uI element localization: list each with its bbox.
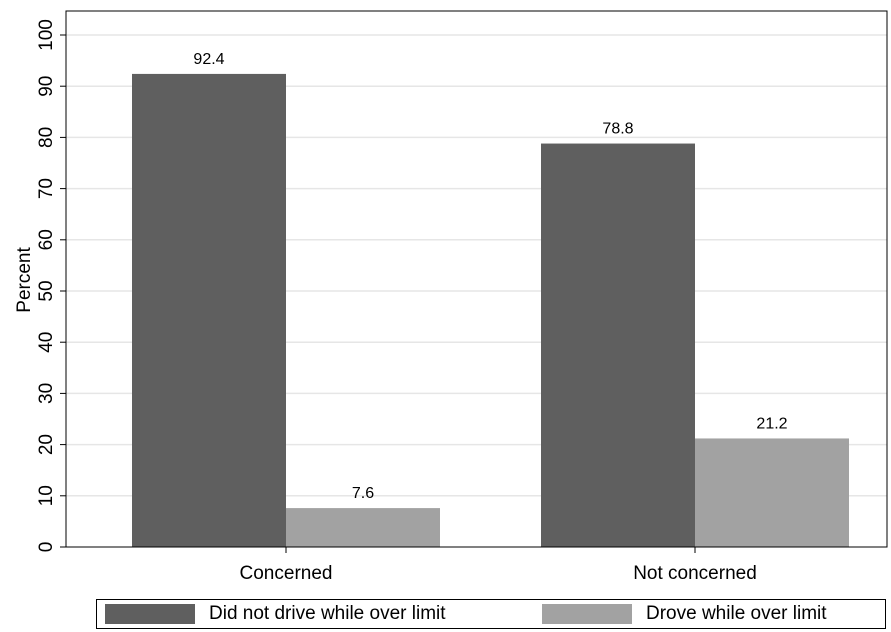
bar-value-label: 21.2 <box>756 415 787 432</box>
y-tick-label: 30 <box>36 383 57 404</box>
legend-swatch-did-not-drive <box>105 604 195 624</box>
y-tick-label: 50 <box>36 280 57 301</box>
legend-swatch-drove <box>542 604 632 624</box>
bar <box>132 73 286 548</box>
legend: Did not drive while over limit Drove whi… <box>96 599 886 629</box>
y-axis: 0 10 20 30 40 50 60 70 80 90 100 <box>36 19 66 552</box>
data-labels: 92.4 7.6 78.8 21.2 <box>193 51 787 502</box>
x-axis: Concerned Not concerned <box>240 547 757 584</box>
y-tick-label: 10 <box>36 485 57 506</box>
x-tick-label: Concerned <box>240 563 333 584</box>
bar-value-label: 7.6 <box>352 485 374 502</box>
y-tick-label: 80 <box>36 127 57 148</box>
bars <box>132 73 849 548</box>
y-tick-label: 70 <box>36 178 57 199</box>
legend-label-did-not-drive: Did not drive while over limit <box>209 603 446 624</box>
y-tick-label: 0 <box>36 542 57 553</box>
x-tick-label: Not concerned <box>633 563 757 584</box>
y-axis-label: Percent <box>14 247 35 313</box>
legend-item-drove: Drove while over limit <box>542 600 827 628</box>
bar <box>695 438 849 547</box>
bar-value-label: 92.4 <box>193 51 224 68</box>
legend-label-drove: Drove while over limit <box>646 603 827 624</box>
bar <box>286 508 440 547</box>
y-tick-label: 60 <box>36 229 57 250</box>
bar-value-label: 78.8 <box>602 121 633 138</box>
y-tick-label: 40 <box>36 332 57 353</box>
plot-frame <box>65 10 888 548</box>
y-tick-label: 20 <box>36 434 57 455</box>
bar <box>541 143 695 547</box>
legend-item-did-not-drive: Did not drive while over limit <box>105 600 446 628</box>
y-tick-label: 100 <box>36 19 57 51</box>
y-tick-label: 90 <box>36 76 57 97</box>
